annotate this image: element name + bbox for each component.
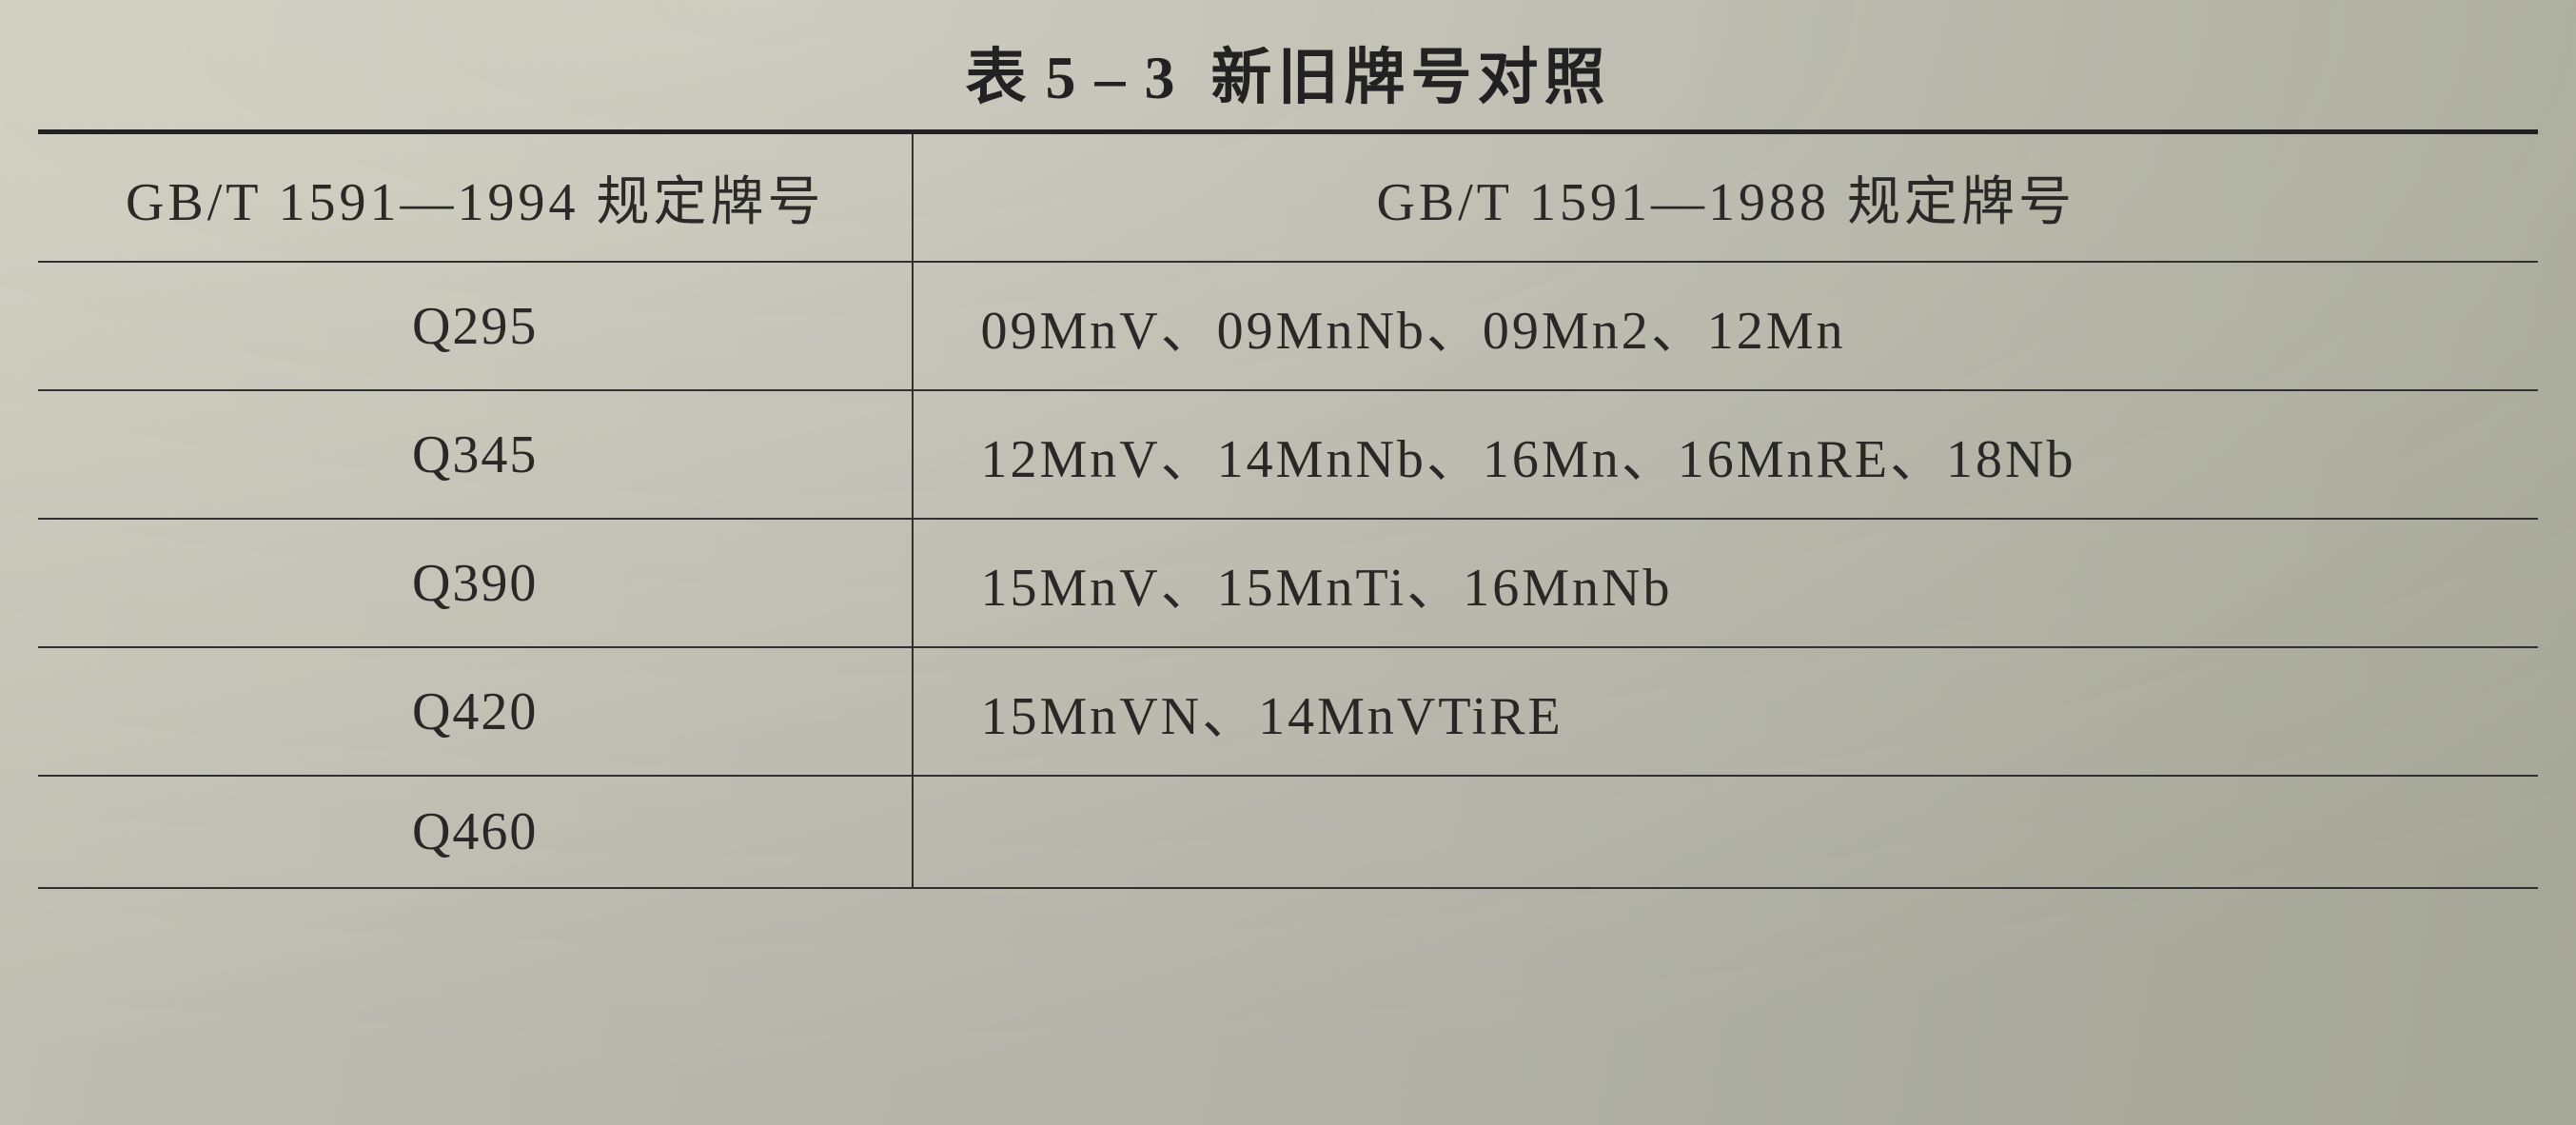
table-caption: 表 5 – 3 新旧牌号对照 — [38, 29, 2538, 116]
cell-old-grades: 12MnV、14MnNb、16Mn、16MnRE、18Nb — [913, 390, 2538, 519]
cell-old-grades: 15MnVN、14MnVTiRE — [913, 647, 2538, 776]
cell-new-grade: Q460 — [38, 776, 913, 888]
cell-new-grade: Q295 — [38, 262, 913, 390]
table-title: 新旧牌号对照 — [1211, 44, 1611, 111]
col-header-1988: GB/T 1591—1988 规定牌号 — [913, 132, 2538, 263]
cell-new-grade: Q420 — [38, 647, 913, 776]
page: 表 5 – 3 新旧牌号对照 GB/T 1591—1994 规定牌号 GB/T 1… — [38, 29, 2538, 889]
cell-old-grades: 15MnV、15MnTi、16MnNb — [913, 519, 2538, 647]
table-row: Q345 12MnV、14MnNb、16Mn、16MnRE、18Nb — [38, 390, 2538, 519]
cell-old-grades: 09MnV、09MnNb、09Mn2、12Mn — [913, 262, 2538, 390]
cell-new-grade: Q345 — [38, 390, 913, 519]
cell-new-grade: Q390 — [38, 519, 913, 647]
table-row: Q390 15MnV、15MnTi、16MnNb — [38, 519, 2538, 647]
grade-table: GB/T 1591—1994 规定牌号 GB/T 1591—1988 规定牌号 … — [38, 129, 2538, 889]
table-row: Q295 09MnV、09MnNb、09Mn2、12Mn — [38, 262, 2538, 390]
table-row: Q460 — [38, 776, 2538, 888]
table-number: 表 5 – 3 — [966, 44, 1177, 111]
table-header-row: GB/T 1591—1994 规定牌号 GB/T 1591—1988 规定牌号 — [38, 132, 2538, 263]
col-header-1994: GB/T 1591—1994 规定牌号 — [38, 132, 913, 263]
cell-old-grades — [913, 776, 2538, 888]
table-row: Q420 15MnVN、14MnVTiRE — [38, 647, 2538, 776]
